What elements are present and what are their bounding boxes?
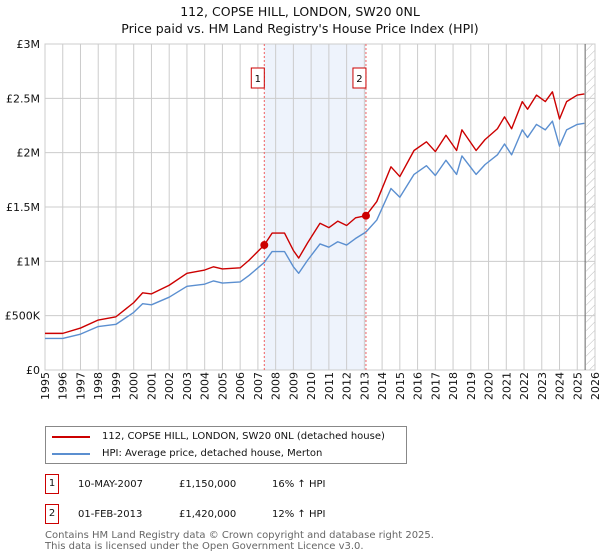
sale-badge-label: 1 [255, 74, 261, 85]
x-tick-label: 2015 [394, 372, 407, 400]
x-tick-label: 2025 [571, 372, 584, 400]
x-tick-label: 2002 [163, 372, 176, 400]
x-tick-label: 2024 [554, 372, 567, 400]
transaction-badge: 2 [45, 504, 59, 524]
footer-copyright: Contains HM Land Registry data © Crown c… [45, 530, 434, 541]
sale-point [260, 241, 269, 250]
legend-label-hpi: HPI: Average price, detached house, Mert… [102, 448, 323, 459]
x-tick-label: 1995 [39, 372, 52, 400]
y-tick-label: £1M [17, 255, 41, 268]
x-tick-label: 2001 [145, 372, 158, 400]
x-tick-label: 2017 [429, 372, 442, 400]
y-tick-label: £500K [5, 310, 41, 323]
sale-point [361, 211, 370, 220]
y-tick-label: £1.5M [6, 201, 40, 214]
sale-badge [352, 67, 367, 89]
chart-title: 112, COPSE HILL, LONDON, SW20 0NL [180, 4, 420, 19]
hpi-line [45, 120, 585, 340]
transaction-delta: 12% ↑ HPI [272, 508, 326, 520]
y-tick-label: £2.5M [6, 92, 40, 105]
x-tick-label: 2019 [465, 372, 478, 400]
x-tick-label: 1997 [74, 372, 87, 400]
x-tick-label: 1999 [110, 372, 123, 400]
legend-swatch-hpi [52, 452, 90, 455]
legend-swatch-property [52, 435, 90, 438]
x-tick-label: 2020 [483, 372, 496, 400]
x-tick-label: 2014 [376, 372, 389, 400]
y-tick-label: £3M [17, 38, 41, 51]
x-tick-label: 2011 [323, 372, 336, 400]
transaction-price: £1,420,000 [179, 508, 237, 520]
transaction-date: 10-MAY-2007 [78, 478, 144, 490]
x-tick-label: 2013 [358, 372, 371, 400]
x-tick-label: 2004 [199, 372, 212, 400]
x-tick-label: 2000 [128, 372, 141, 400]
x-tick-label: 2012 [341, 372, 354, 400]
transaction-badge: 1 [45, 474, 59, 494]
x-tick-label: 2018 [447, 372, 460, 400]
chart-subtitle: Price paid vs. HM Land Registry's House … [121, 21, 479, 36]
transaction-price: £1,150,000 [179, 478, 237, 490]
transaction-row: 2 01-FEB-2013 £1,420,000 12% ↑ HPI [45, 504, 325, 524]
x-tick-label: 1998 [92, 372, 105, 400]
x-tick-label: 2026 [589, 372, 600, 400]
x-tick-label: 2016 [412, 372, 425, 400]
price-chart: 1 2 1995 1996 1997 1998 1999 2000 2001 2002 2003 20… [5, 38, 600, 400]
footer: Contains HM Land Registry data © Crown c… [45, 530, 434, 552]
y-tick-label: £0 [26, 364, 40, 377]
x-tick-label: 2003 [181, 372, 194, 400]
x-tick-label: 2023 [536, 372, 549, 400]
x-tick-label: 2021 [500, 372, 513, 400]
legend-label-property: 112, COPSE HILL, LONDON, SW20 0NL (detac… [102, 431, 385, 442]
x-tick-label: 1996 [57, 372, 70, 400]
property-price-line [45, 91, 585, 335]
chart-legend: 112, COPSE HILL, LONDON, SW20 0NL (detac… [45, 426, 407, 464]
sale-badge-label: 2 [356, 74, 362, 85]
legend-item-hpi: HPI: Average price, detached house, Mert… [52, 448, 322, 459]
x-tick-label: 2008 [270, 372, 283, 400]
transaction-date: 01-FEB-2013 [78, 508, 143, 520]
legend-item-property: 112, COPSE HILL, LONDON, SW20 0NL (detac… [52, 431, 385, 442]
x-tick-label: 2009 [287, 372, 300, 400]
x-tick-label: 2005 [216, 372, 229, 400]
footer-licence: This data is licensed under the Open Gov… [45, 541, 364, 552]
transaction-delta: 16% ↑ HPI [272, 478, 326, 490]
transaction-row: 1 10-MAY-2007 £1,150,000 16% ↑ HPI [45, 474, 325, 494]
sale-badge [250, 67, 265, 89]
x-tick-label: 2010 [305, 372, 318, 400]
y-tick-label: £2M [17, 147, 41, 160]
x-tick-label: 2007 [252, 372, 265, 400]
plot-border [44, 43, 596, 371]
x-tick-label: 2006 [234, 372, 247, 400]
x-tick-label: 2022 [518, 372, 531, 400]
